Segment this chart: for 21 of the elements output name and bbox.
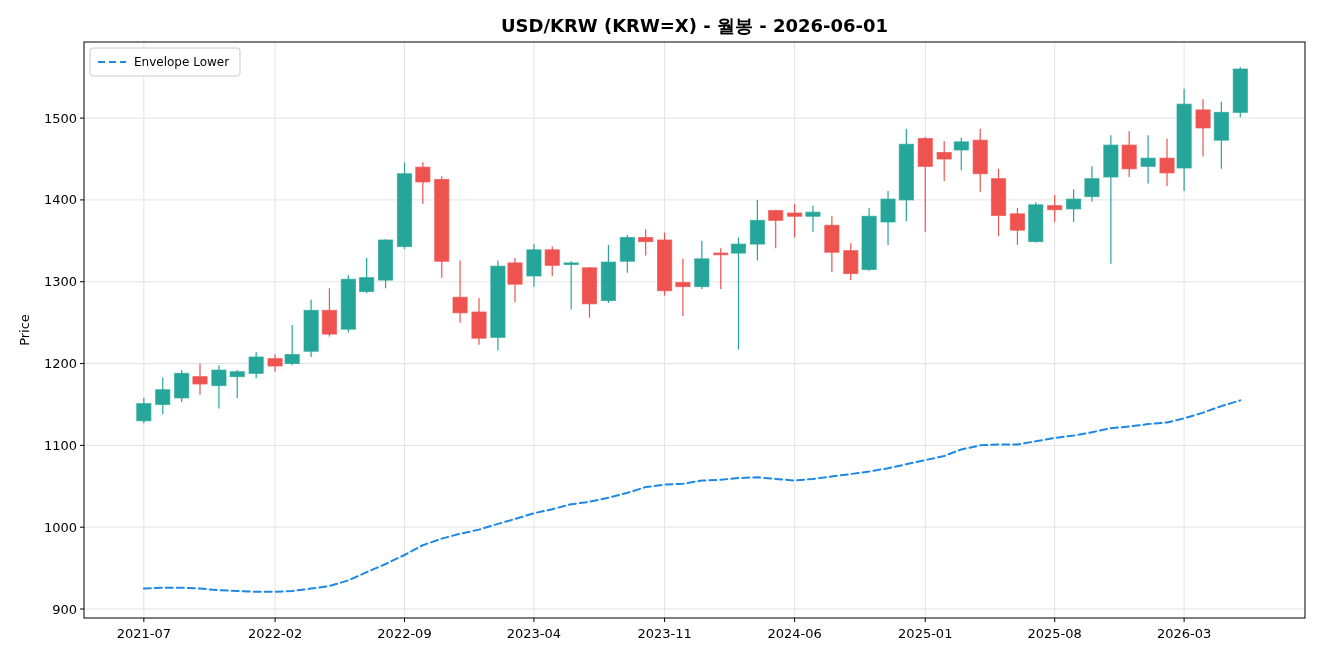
y-tick-label: 900 <box>52 601 77 617</box>
x-tick-label: 2025-01 <box>898 626 953 641</box>
y-tick-label: 1000 <box>43 519 77 535</box>
x-tick-label: 2022-09 <box>377 626 432 641</box>
y-tick-label: 1300 <box>43 274 77 290</box>
x-tick-label: 2021-07 <box>116 626 171 641</box>
x-tick-label: 2025-08 <box>1027 626 1082 641</box>
x-tick-label: 2023-04 <box>506 626 562 641</box>
x-tick-label: 2026-03 <box>1156 626 1212 641</box>
legend: Envelope Lower <box>89 47 241 77</box>
x-tick-label: 2024-06 <box>767 626 822 641</box>
y-tick-label: 1200 <box>43 356 77 372</box>
y-tick-label: 1400 <box>43 192 77 208</box>
y-axis-title: Price <box>17 314 32 346</box>
line-series <box>142 399 1242 593</box>
legend-label: Envelope Lower <box>134 55 230 69</box>
y-tick-label: 1500 <box>43 110 77 126</box>
x-tick-label: 2023-11 <box>637 626 692 641</box>
x-tick-label: 2022-02 <box>247 626 303 641</box>
chart-title: USD/KRW (KRW=X) - 월봉 - 2026-06-01 <box>500 15 889 36</box>
y-tick-label: 1100 <box>43 437 77 453</box>
